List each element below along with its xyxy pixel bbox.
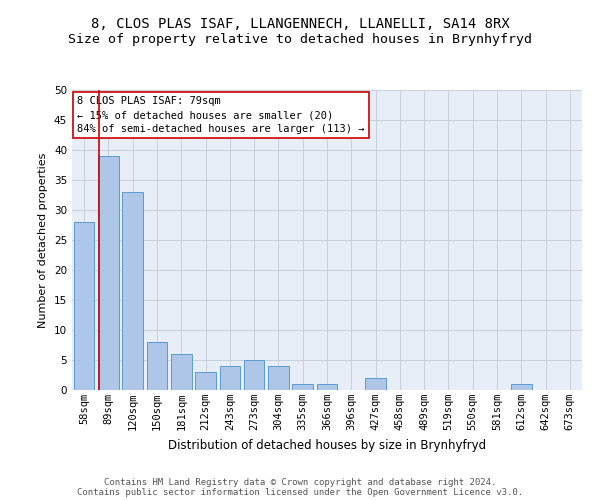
Text: Contains public sector information licensed under the Open Government Licence v3: Contains public sector information licen… bbox=[77, 488, 523, 497]
Text: Contains HM Land Registry data © Crown copyright and database right 2024.: Contains HM Land Registry data © Crown c… bbox=[104, 478, 496, 487]
Bar bbox=[74, 222, 94, 390]
X-axis label: Distribution of detached houses by size in Brynhyfryd: Distribution of detached houses by size … bbox=[168, 438, 486, 452]
Bar bbox=[98, 156, 119, 390]
Bar bbox=[195, 372, 216, 390]
Bar bbox=[122, 192, 143, 390]
Bar bbox=[292, 384, 313, 390]
Text: 8, CLOS PLAS ISAF, LLANGENNECH, LLANELLI, SA14 8RX: 8, CLOS PLAS ISAF, LLANGENNECH, LLANELLI… bbox=[91, 18, 509, 32]
Bar bbox=[365, 378, 386, 390]
Text: 8 CLOS PLAS ISAF: 79sqm
← 15% of detached houses are smaller (20)
84% of semi-de: 8 CLOS PLAS ISAF: 79sqm ← 15% of detache… bbox=[77, 96, 365, 134]
Y-axis label: Number of detached properties: Number of detached properties bbox=[38, 152, 49, 328]
Bar bbox=[268, 366, 289, 390]
Bar bbox=[244, 360, 265, 390]
Bar bbox=[171, 354, 191, 390]
Bar bbox=[317, 384, 337, 390]
Bar bbox=[511, 384, 532, 390]
Text: Size of property relative to detached houses in Brynhyfryd: Size of property relative to detached ho… bbox=[68, 32, 532, 46]
Bar bbox=[220, 366, 240, 390]
Bar bbox=[146, 342, 167, 390]
